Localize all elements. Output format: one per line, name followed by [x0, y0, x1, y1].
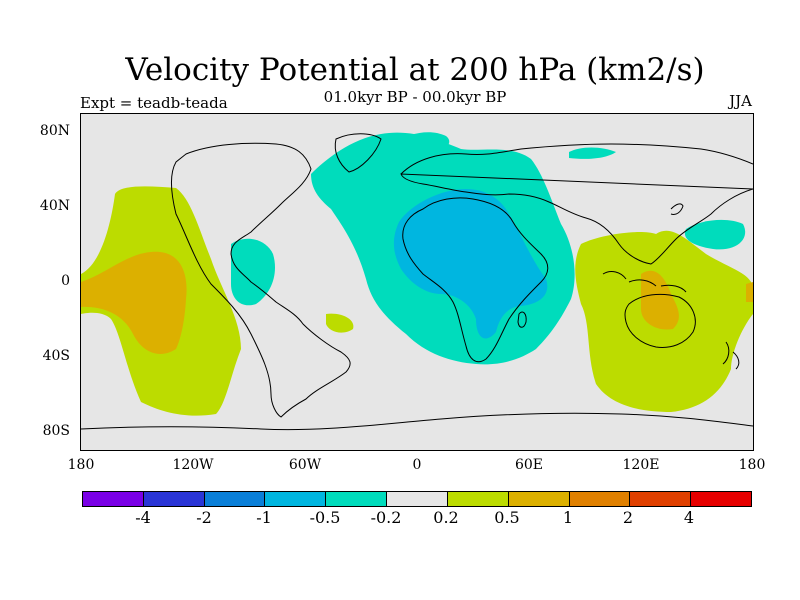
season-label: JJA [729, 92, 752, 110]
y-tick-label: 0 [61, 273, 70, 289]
coastline-greenland [334, 133, 382, 173]
y-tick-label: 80S [42, 423, 70, 439]
colorbar-label: 4 [683, 508, 695, 527]
coastline-new-zealand [722, 341, 740, 370]
colorbar-swatch [508, 492, 570, 506]
coastline-japan [670, 203, 684, 215]
coastline-antarctica [80, 412, 754, 431]
colorbar [82, 491, 752, 507]
coastline-madagascar [517, 311, 527, 328]
coastline-north-america [171, 142, 351, 418]
negative-core-africa [393, 189, 548, 339]
positive-core-australia [641, 270, 679, 330]
x-tick-label: 0 [412, 457, 422, 473]
colorbar-swatch [326, 492, 388, 506]
colorbar-swatch [447, 492, 509, 506]
negative-region-caribbean [231, 238, 276, 306]
chart-title: Velocity Potential at 200 hPa (km2/s) [125, 52, 705, 88]
positive-region-satlantic [326, 313, 354, 333]
colorbar-label: 0.2 [433, 508, 459, 527]
negative-region-arctic [391, 132, 450, 156]
colorbar-swatch [204, 492, 266, 506]
y-tick-label: 80N [39, 123, 70, 139]
colorbar-swatch [569, 492, 631, 506]
y-tick-label: 40S [42, 348, 70, 364]
colorbar-label: 0.5 [494, 508, 520, 527]
x-tick-label: 180 [738, 457, 766, 473]
colorbar-label: 2 [622, 508, 634, 527]
colorbar-swatch [143, 492, 205, 506]
colorbar-label: -2 [196, 508, 212, 527]
x-tick-label: 60W [288, 457, 322, 473]
x-tick-label: 60E [514, 457, 544, 473]
colorbar-swatch [691, 492, 751, 506]
negative-region-nwpacific [684, 219, 746, 250]
colorbar-label: 1 [562, 508, 574, 527]
x-tick-label: 120W [172, 457, 214, 473]
colorbar-swatch [387, 492, 448, 506]
chart-subtitle: 01.0kyr BP - 00.0kyr BP [323, 88, 507, 106]
negative-region-barents [569, 147, 616, 159]
coastline-eurasia [400, 143, 754, 265]
experiment-label: Expt = teadb-teada [80, 94, 228, 112]
x-tick-label: 180 [67, 457, 95, 473]
positive-core-pacific [81, 251, 187, 354]
map-svg [80, 114, 754, 450]
coastline-indonesia [602, 271, 687, 293]
colorbar-label: -4 [135, 508, 151, 527]
colorbar-label: -0.2 [370, 508, 402, 527]
colorbar-label: -0.5 [309, 508, 341, 527]
coastline-africa [402, 197, 549, 363]
coastline-australia [624, 293, 696, 348]
y-tick-label: 40N [39, 198, 70, 214]
map-panel [80, 113, 754, 451]
x-tick-label: 120E [622, 457, 660, 473]
colorbar-label: -1 [256, 508, 272, 527]
positive-core-dateline [746, 282, 753, 302]
colorbar-swatch [630, 492, 692, 506]
coastlines [80, 133, 754, 431]
colorbar-swatch [83, 492, 144, 506]
colorbar-swatch [265, 492, 327, 506]
